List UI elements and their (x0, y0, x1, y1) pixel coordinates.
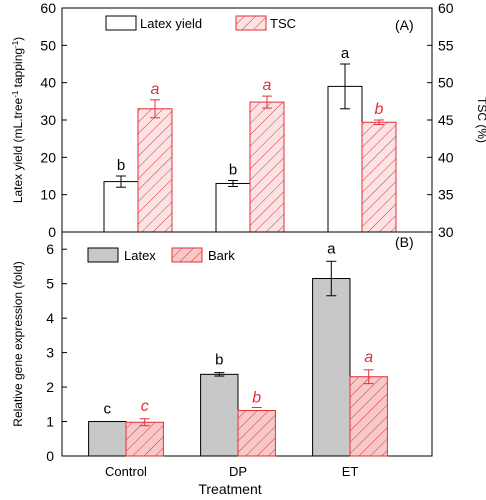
panel-b-x-axis-title: Treatment (198, 481, 261, 497)
bar-tsc (137, 108, 173, 233)
legend-swatch-tsc (235, 15, 267, 31)
panel-a-label: (A) (395, 17, 414, 33)
panel-a-y-axis-title: Latex yield (mL.tree-1 tapping-1) (11, 37, 26, 203)
y-tick-label: 40 (40, 75, 56, 91)
y2-tick-label: 55 (438, 37, 454, 53)
y-label-sup: -1 (11, 90, 20, 98)
bar-latex (88, 421, 127, 457)
significance-letter-latex: b (215, 352, 223, 369)
significance-letter-latex: a (327, 240, 336, 257)
panel-b-y-axis-title: Relative gene expression (fold) (11, 261, 25, 426)
significance-letter-bark: a (364, 349, 373, 366)
y-tick-label: 10 (40, 187, 56, 203)
y-tick-label: 2 (46, 379, 54, 395)
significance-letter-tsc: a (151, 81, 160, 98)
legend-swatch-latex-yield (105, 15, 137, 31)
y-tick-label: 50 (40, 37, 56, 53)
legend-swatch-latex (87, 247, 119, 263)
y2-tick-label: 50 (438, 75, 454, 91)
legend-swatch-bark (171, 247, 203, 263)
bar-bark (125, 421, 164, 457)
bar-tsc (249, 101, 285, 233)
y-tick-label: 60 (40, 0, 56, 16)
bar-latex-yield (215, 182, 251, 233)
panel-a-bars: b a b a a b (103, 45, 397, 233)
significance-letter-latex-yield: b (229, 161, 237, 178)
significance-letter-bark: b (252, 390, 261, 407)
y-tick-label: 1 (46, 414, 54, 430)
panel-a-legend: Latex yield TSC (105, 15, 296, 31)
y-tick-label: 4 (46, 310, 54, 326)
panel-b: (B) Relative gene expression (fold) Late… (11, 231, 433, 497)
bar-bark (237, 410, 276, 457)
y-tick-label: 20 (40, 149, 56, 165)
y-tick-label: 0 (48, 224, 56, 240)
bar-latex (312, 278, 351, 457)
y2-tick-label: 40 (438, 149, 454, 165)
bar-tsc (361, 121, 397, 233)
panel-a-ticks: 0 10 20 30 40 50 60 30 35 40 45 50 55 60 (40, 0, 453, 240)
y2-tick-label: 30 (438, 224, 454, 240)
y-tick-label: 0 (46, 448, 54, 464)
bar-latex-yield (103, 181, 139, 233)
y-label-part: Latex yield (mL.tree (11, 97, 25, 203)
legend-label-bark: Bark (208, 248, 235, 263)
y-label-part: tapping (11, 48, 25, 91)
bar-latex-yield (327, 85, 363, 233)
x-tick-label: DP (229, 464, 247, 479)
bar-bark (349, 376, 388, 457)
panel-b-legend: Latex Bark (87, 247, 235, 263)
y-label-part: ) (11, 37, 25, 41)
y-label-sup: -1 (11, 40, 20, 48)
y2-tick-label: 45 (438, 112, 454, 128)
y-tick-label: 30 (40, 112, 56, 128)
panel-a: (A) Latex yield (mL.tree-1 tapping-1) TS… (11, 0, 486, 240)
y2-tick-label: 35 (438, 187, 454, 203)
x-tick-label: Control (105, 464, 147, 479)
significance-letter-latex: c (104, 401, 112, 418)
y-tick-label: 6 (46, 241, 54, 257)
panel-a-y2-axis-title: TSC (%) (475, 97, 486, 143)
legend-label-tsc: TSC (270, 16, 296, 31)
significance-letter-tsc: b (375, 101, 384, 118)
legend-label-latex: Latex (124, 248, 156, 263)
y-tick-label: 5 (46, 276, 54, 292)
significance-letter-bark: c (141, 398, 149, 415)
bar-latex (200, 373, 239, 457)
panel-b-bars: c c b b a a (88, 240, 388, 457)
y2-tick-label: 60 (438, 0, 454, 16)
x-tick-label: ET (342, 464, 359, 479)
panel-b-label: (B) (395, 234, 414, 250)
panel-a-y-axis-label: Latex yield (mL.tree-1 tapping-1) (11, 37, 26, 203)
significance-letter-tsc: a (263, 77, 272, 94)
significance-letter-latex-yield: b (117, 157, 125, 174)
significance-letter-latex-yield: a (341, 45, 350, 62)
legend-label-latex-yield: Latex yield (140, 16, 202, 31)
y-tick-label: 3 (46, 345, 54, 361)
